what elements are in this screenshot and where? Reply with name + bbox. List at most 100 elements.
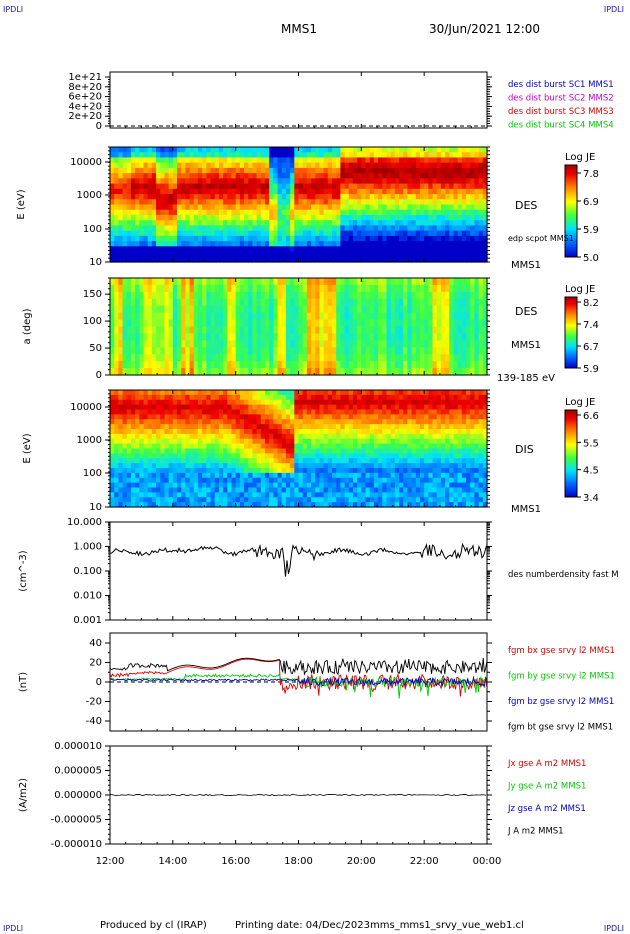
des-spectrogram-cell [357,152,362,159]
pitch-angle-cell [135,298,140,307]
des-spectrogram-cell [394,183,400,190]
des-spectrogram-cell [181,188,186,195]
dis-spectrogram-cell [130,468,136,474]
des-spectrogram-cell [419,147,425,153]
dis-spectrogram-cell [373,472,379,479]
dis-spectrogram-cell [294,477,300,484]
dis-spectrogram-cell [281,429,287,435]
dis-spectrogram-cell [273,419,279,425]
des-spectrogram-cell [361,241,367,247]
des-spectrogram-cell [457,183,463,190]
des-spectrogram-cell [428,225,434,232]
pitch-angle-cell [352,291,358,300]
des-spectrogram-cell [227,194,233,200]
des-spectrogram-cell [227,178,233,185]
des-spectrogram-cell [361,147,367,153]
des-spectrogram-cell [440,188,446,195]
dis-spectrogram-cell [281,419,287,425]
pitch-angle-cell [399,312,404,321]
des-spectrogram-cell [373,214,379,221]
des-spectrogram-cell [428,214,434,221]
pitch-angle-cell [407,291,413,300]
pitch-angle-cell [369,319,375,328]
des-spectrogram-cell [143,204,149,211]
pitch-angle-cell [373,305,379,314]
des-spectrogram-cell [332,194,337,200]
des-spectrogram-cell [214,173,220,179]
dis-spectrogram-cell [147,453,153,459]
pitch-angle-cell [168,326,174,335]
pitch-angle-cell [436,333,442,341]
des-spectrogram-cell [411,214,417,221]
pitch-angle-cell [193,319,199,328]
pitch-angle-cell [411,326,417,335]
dis-spectrogram-cell [348,438,354,445]
pitch-angle-cell [197,347,203,355]
des-spectrogram-cell [130,167,136,174]
pitch-angle-cell [340,347,346,355]
pitch-angle-cell [264,354,270,362]
pitch-angle-cell [403,340,409,348]
dis-spectrogram-cell [298,487,304,493]
dis-spectrogram-cell [340,433,346,440]
dis-spectrogram-cell [269,424,274,430]
des-spectrogram-cell [248,162,254,169]
des-spectrogram-cell [436,167,442,174]
pitch-angle-cell [352,298,358,307]
pitch-angle-cell [336,278,341,286]
des-spectrogram-cell [281,162,287,169]
dis-spectrogram-cell [332,438,337,445]
des-spectrogram-cell [344,256,350,263]
des-spectrogram-cell [311,199,316,206]
des-spectrogram-cell [474,147,480,153]
des-spectrogram-cell [457,225,463,232]
pitch-angle-cell [461,326,467,335]
corner-label-top-right: IPDLI [603,5,624,14]
des-spectrogram-cell [260,220,266,227]
dis-spectrogram-cell [114,463,119,469]
dis-spectrogram-cell [248,492,254,498]
des-spectrogram-cell [164,188,170,195]
dis-spectrogram-cell [239,409,245,415]
dis-spectrogram-cell [143,502,149,508]
des-spectrogram-cell [470,246,476,253]
dis-spectrogram-cell [399,419,404,425]
des-spectrogram-cell [340,241,346,247]
dis-spectrogram-cell [218,458,224,464]
dis-spectrogram-cell [403,492,409,498]
des-spectrogram-cell [415,152,421,159]
dis-spectrogram-cell [323,443,329,450]
pitch-angle-cell [440,326,446,335]
dis-spectrogram-cell [390,414,396,420]
dis-spectrogram-cell [327,419,333,425]
dis-spectrogram-cell [206,477,212,484]
pitch-angle-cell [202,319,207,328]
des-spectrogram-cell [218,162,224,169]
des-spectrogram-cell [294,183,300,190]
des-spectrogram-cell [181,235,186,242]
des-spectrogram-cell [114,183,119,190]
des-spectrogram-cell [394,214,400,221]
pitch-angle-cell [306,368,312,376]
pitch-angle-cell [122,319,128,328]
dis-spectrogram-cell [365,468,371,474]
des-spectrogram-cell [407,225,413,232]
des-spectrogram-cell [340,194,346,200]
pitch-angle-cell [403,298,409,307]
pitch-angle-cell [197,278,203,286]
pitch-angle-cell [336,347,341,355]
dis-spectrogram-cell [214,468,220,474]
dis-spectrogram-cell [319,482,325,489]
des-spectrogram-cell [373,188,379,195]
pitch-angle-cell [394,284,400,293]
pitch-angle-cell [264,347,270,355]
dis-spectrogram-cell [202,497,207,503]
des-spectrogram-cell [428,220,434,227]
pitch-angle-cell [352,361,358,369]
dis-spectrogram-cell [252,472,258,479]
pitch-angle-cell [122,305,128,314]
dis-spectrogram-cell [210,414,216,420]
pitch-angle-cell [193,298,199,307]
des-spectrogram-cell [357,194,362,200]
dis-spectrogram-cell [151,390,157,396]
